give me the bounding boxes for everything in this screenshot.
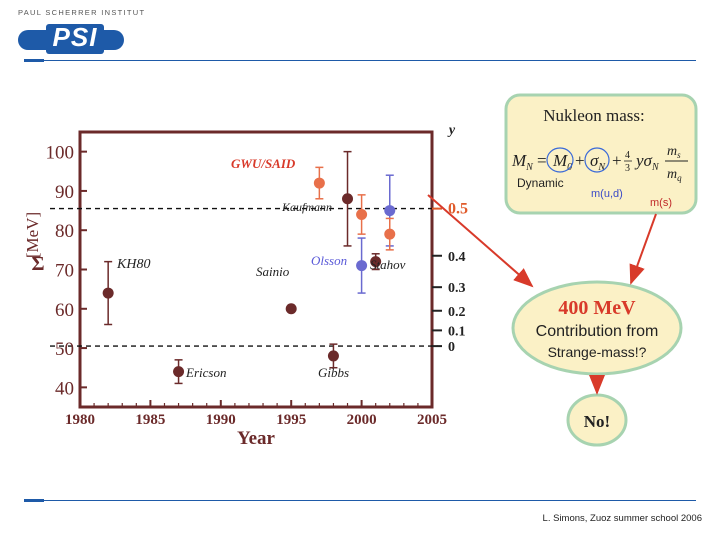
- data-point: [356, 260, 368, 272]
- right-tick-label: 0.3: [448, 281, 466, 296]
- x-tick-label: 2000: [347, 412, 377, 428]
- point-label: KH80: [116, 257, 150, 272]
- right-axis-label: y: [447, 123, 456, 138]
- y-axis-symbol: Σ: [31, 253, 44, 275]
- formula-y-sigma: yσN: [634, 151, 660, 173]
- data-point: [313, 177, 325, 189]
- x-tick-label: 1980: [65, 412, 95, 428]
- x-axis-label: Year: [237, 428, 276, 449]
- point-label: Ericson: [185, 365, 226, 380]
- x-tick-label: 1995: [276, 412, 306, 428]
- y-tick-label: 90: [55, 182, 74, 203]
- point-label: Olsson: [311, 253, 347, 268]
- data-point: [370, 256, 382, 268]
- data-point: [285, 303, 297, 315]
- y-tick-label: 100: [46, 143, 75, 164]
- right-tick-label: 0.5: [448, 201, 468, 218]
- formula-ms: ms: [667, 144, 681, 160]
- org-name: PAUL SCHERRER INSTITUT: [18, 8, 146, 17]
- point-label: Sainio: [256, 264, 290, 279]
- formula-mn: MN: [511, 151, 534, 173]
- y-tick-label: 40: [55, 378, 74, 399]
- y-tick-label: 50: [55, 339, 74, 360]
- label-ms: m(s): [650, 197, 672, 209]
- y-tick-label: 60: [55, 300, 74, 321]
- x-tick-label: 2005: [417, 412, 447, 428]
- header-rule-accent: [24, 59, 44, 62]
- label-mud: m(u,d): [591, 188, 623, 200]
- right-tick-label: 0: [448, 340, 455, 355]
- data-point: [384, 205, 396, 217]
- point-label: Stahov: [370, 257, 406, 272]
- formula-plus-2: +: [612, 151, 622, 170]
- footer-rule: [24, 500, 696, 501]
- right-tick-label: 0.4: [448, 250, 466, 265]
- y-axis-label: [MeV]: [23, 212, 42, 258]
- right-tick-label: 0.1: [448, 324, 466, 339]
- y-tick-label: 70: [55, 261, 74, 282]
- logo-text: PSI: [52, 22, 98, 52]
- data-point: [173, 366, 185, 378]
- nukleon-mass-box: [504, 93, 698, 215]
- contribution-question: Strange-mass!?: [548, 344, 647, 360]
- formula-plus-1: +: [575, 151, 585, 170]
- info-box-title: Nukleon mass:: [543, 106, 645, 125]
- data-point: [384, 228, 396, 240]
- formula-mq: mq: [667, 167, 682, 183]
- right-tick-label: 0.2: [448, 305, 466, 320]
- formula-four: 4: [625, 150, 630, 161]
- data-point: [102, 287, 114, 299]
- point-label: Gibbs: [318, 365, 349, 380]
- contribution-ellipse: [511, 280, 683, 376]
- point-label: GWU/SAID: [231, 156, 296, 171]
- x-tick-label: 1990: [206, 412, 236, 428]
- footer-rule-accent: [24, 499, 44, 502]
- data-point: [342, 193, 354, 205]
- arrow-to-contribution: [427, 194, 534, 288]
- answer-circle: [566, 393, 628, 447]
- answer-text: No!: [584, 412, 610, 431]
- logo-box: [46, 24, 104, 54]
- x-tick-label: 1985: [135, 412, 165, 428]
- m0-highlight: [546, 147, 574, 173]
- header-rule: [24, 60, 696, 61]
- footer-credit: L. Simons, Zuoz summer school 2006: [542, 513, 702, 524]
- formula-sigma: σN: [590, 151, 606, 173]
- y-tick-label: 80: [55, 221, 74, 242]
- contribution-text: Contribution from: [536, 323, 659, 340]
- point-label: Kaufmann: [281, 200, 332, 214]
- sigma-highlight: [584, 147, 610, 173]
- label-dynamic: Dynamic: [517, 176, 564, 190]
- psi-logo: PAUL SCHERRER INSTITUT PSI: [18, 8, 144, 54]
- formula-three: 3: [625, 163, 630, 174]
- formula-equals: =: [537, 151, 547, 170]
- contribution-value: 400 MeV: [558, 297, 636, 319]
- arrow-from-formula: [629, 213, 657, 285]
- data-point: [327, 350, 339, 362]
- data-point: [356, 209, 368, 220]
